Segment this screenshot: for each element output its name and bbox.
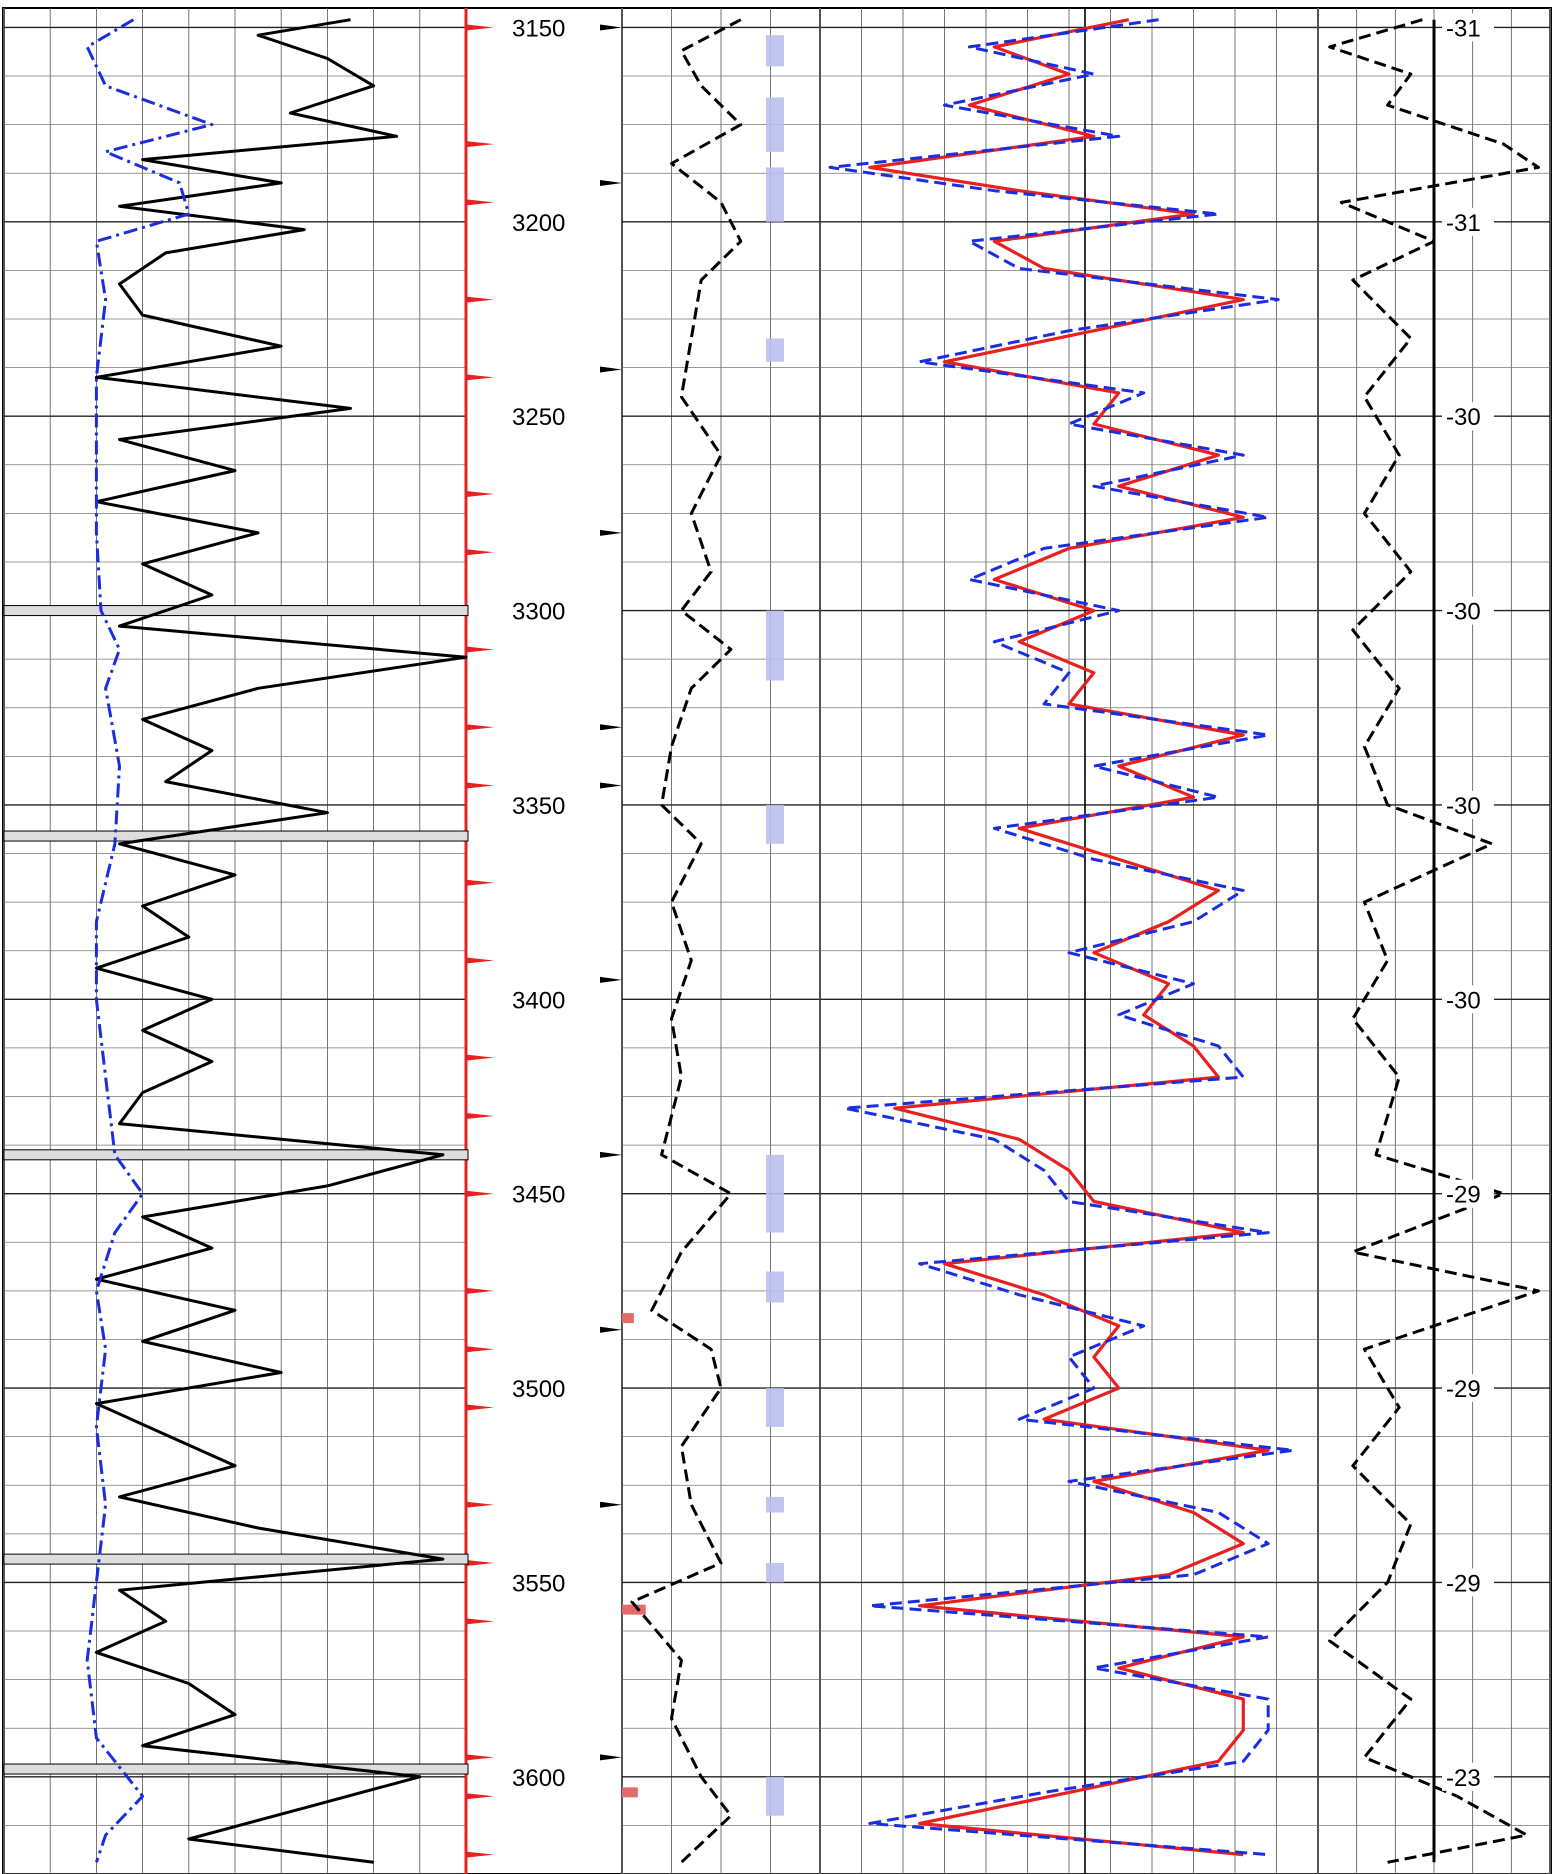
core-marker [600,366,622,373]
depth-marker [466,782,494,789]
depth-marker [466,1054,494,1061]
temperature-label-bg [1442,13,1494,42]
depth-marker [466,957,494,964]
track-1-grid [3,8,467,1874]
core-marker [600,1326,622,1333]
core-marker [600,782,622,789]
core-marker [600,179,622,186]
core-marker [600,724,622,731]
depth-tick-label: 3150 [512,15,565,42]
temperature-label-bg [1442,1374,1494,1403]
perforation-bar [3,1763,469,1775]
depth-tick-label: 3200 [512,210,565,237]
temperature-label-bg [1442,1179,1494,1208]
track-3-curve-0 [630,18,743,1864]
shaded-interval [766,338,784,362]
shaded-interval [766,804,784,844]
track-5-curve-0 [1328,18,1540,1864]
perforation-bar [3,605,469,617]
depth-tick-label: 3400 [512,987,565,1014]
depth-tick-label: 3350 [512,793,565,820]
core-marker [600,1151,622,1158]
track-grids [3,8,1551,1874]
depth-marker [466,296,494,303]
depth-marker [466,1287,494,1294]
track-4-grid [819,8,1319,1874]
depth-tick-label: 3500 [512,1376,565,1403]
track-4-curve-1 [828,18,1295,1857]
shaded-interval [766,1563,784,1583]
red-fill [622,1313,634,1324]
depth-marker [466,374,494,381]
temperature-label: -30 [1446,404,1481,431]
depth-marker [466,1501,494,1508]
temperature-label-bg [1442,1762,1494,1791]
depth-marker [466,1112,494,1119]
log-curves [3,18,1540,1864]
temperature-label: -30 [1446,599,1481,626]
shaded-interval [766,1154,784,1233]
depth-marker [466,199,494,206]
depth-axis: 3150 3200 3250 3300 3350 3400 3450 3500 3550 3600 [464,8,622,1874]
shaded-interval [766,1271,784,1303]
shaded-interval [766,610,784,681]
temperature-labels: -31 -31 -30 -30 -30 -30 -29 -29 -29 -23 [1442,13,1494,1792]
depth-tick-label: 3300 [512,599,565,626]
depth-marker [466,646,494,653]
depth-marker [466,1560,494,1566]
depth-tick-label: 3250 [512,404,565,431]
depth-marker [466,1404,494,1411]
temperature-label-bg [1442,790,1494,819]
temperature-label: -30 [1446,987,1481,1014]
shaded-interval [766,1388,784,1427]
shaded-interval [766,97,784,152]
temperature-label: -31 [1446,15,1481,42]
temperature-label-bg [1442,207,1494,236]
depth-marker [466,549,494,556]
temperature-label-bg [1442,402,1494,431]
perforation-bar [3,1149,469,1161]
depth-marker [466,1346,494,1353]
temperature-label: -29 [1446,1376,1481,1403]
track-4-curve-0 [868,18,1270,1857]
temperature-label-bg [1442,1568,1494,1597]
temperature-label: -29 [1446,1182,1481,1209]
core-marker [600,1754,622,1761]
depth-marker [466,490,494,497]
depth-marker [466,1618,494,1625]
core-marker [600,24,622,31]
temperature-label: -31 [1446,210,1481,237]
track-1-curve-1 [85,18,214,1863]
depth-marker [466,24,494,31]
shaded-interval [766,1496,784,1513]
red-fill [622,1787,638,1798]
core-marker [600,1501,622,1508]
shaded-interval [766,35,784,67]
shaded-interval [766,167,784,222]
temperature-label-bg [1442,985,1494,1014]
temperature-label: -29 [1446,1570,1481,1597]
depth-marker [466,1190,494,1197]
depth-marker [466,1851,494,1858]
temperature-label: -30 [1446,793,1481,820]
depth-marker [466,1754,494,1761]
core-marker [600,976,622,983]
depth-marker [466,1793,494,1800]
depth-marker [466,141,494,148]
depth-marker [466,879,494,886]
track-1-curve-0 [94,18,468,1864]
shaded-interval [766,1776,784,1816]
depth-tick-label: 3550 [512,1570,565,1597]
track-3-grid [621,8,821,1874]
red-fill [622,1604,646,1615]
perforation-bar [3,830,469,842]
core-marker [600,529,622,536]
temperature-label: -23 [1446,1765,1481,1792]
perforation-bar [3,1553,469,1565]
depth-tick-label: 3600 [512,1765,565,1792]
depth-tick-label: 3450 [512,1182,565,1209]
temperature-label-bg [1442,596,1494,625]
depth-marker [466,724,494,731]
